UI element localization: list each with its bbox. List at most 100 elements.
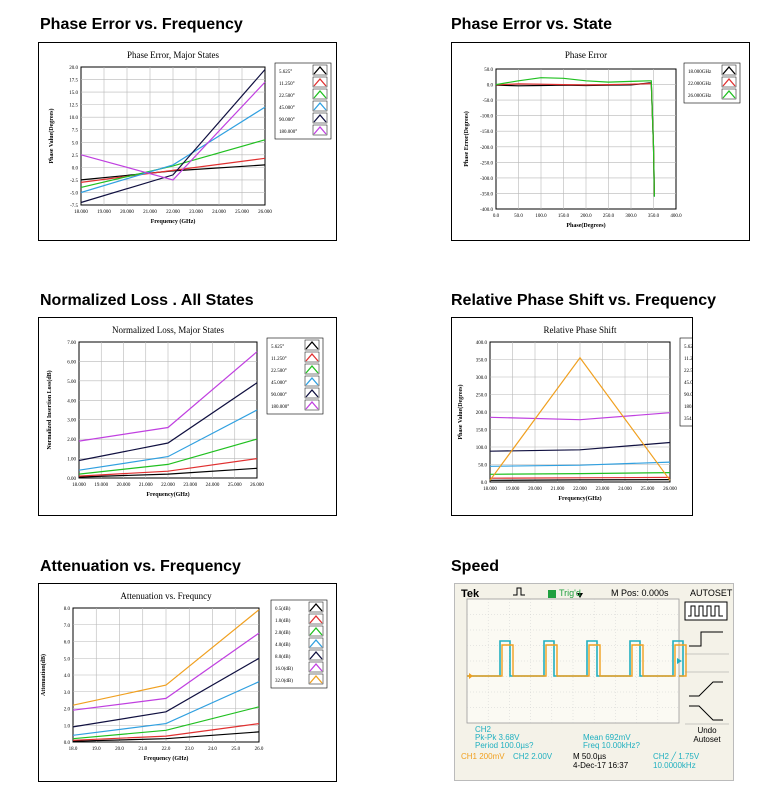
legend-swatch: [722, 90, 736, 99]
legend-label: 11.250°: [279, 82, 295, 87]
series-line: [489, 356, 671, 481]
chart-attenuation: Attenuation vs. Frequncy 18.0 19.0 20.0 21.0…: [40, 591, 328, 762]
legend-swatch: [309, 627, 323, 636]
heading-attenuation: Attenuation vs. Frequency: [40, 558, 241, 575]
y-tick-label: 3.0: [64, 691, 71, 696]
scope-ch2-scale: CH2 2.00V: [513, 752, 553, 761]
series-line: [489, 479, 671, 481]
y-tick-label: -350.0: [480, 192, 493, 197]
heading-normalized-loss: Normalized Loss . All States: [40, 292, 254, 309]
series-line: [78, 409, 258, 471]
scope-mean: Mean 692mV: [583, 733, 631, 742]
x-tick-label: 22.000: [573, 487, 587, 492]
y-tick-label: 200.0: [476, 411, 488, 416]
y-tick-label: 100.0: [476, 446, 488, 451]
legend-swatch-box: [312, 124, 328, 136]
series-line: [78, 351, 258, 442]
series-line: [495, 77, 655, 197]
legend-swatch-box: [304, 351, 320, 363]
x-tick-label: 300.0: [625, 214, 637, 219]
y-tick-label: 5.0: [72, 141, 79, 146]
x-tick-label: 24.0: [208, 747, 217, 752]
y-tick-label: 6.0: [64, 641, 71, 646]
legend-swatch-box: [308, 649, 324, 661]
x-axis-label: Phase(Degrees): [566, 222, 605, 229]
legend-label: 22.500°: [279, 94, 295, 99]
y-tick-label: 17.5: [69, 79, 78, 84]
y-axis-label: Phase Value(Degrees): [457, 384, 464, 439]
y-tick-label: 5.00: [67, 380, 76, 385]
y-tick-label: 7.00: [67, 341, 76, 346]
legend-swatch-box: [308, 625, 324, 637]
y-tick-label: 0.0: [481, 481, 488, 486]
y-tick-label: 0.00: [67, 477, 76, 482]
scope-period: Period 100.0µs?: [475, 741, 534, 750]
x-tick-label: 26.000: [663, 487, 677, 492]
legend-swatch: [313, 90, 327, 99]
x-axis-label: Frequency(GHz): [146, 491, 189, 498]
legend-swatch-box: [304, 399, 320, 411]
series-line: [72, 723, 260, 741]
x-tick-label: 18.000: [72, 483, 86, 488]
x-tick-label: 22.0: [162, 747, 171, 752]
legend-swatch-box: [308, 613, 324, 625]
y-tick-label: 1.00: [67, 458, 76, 463]
scope-autoset[interactable]: AUTOSET: [690, 588, 733, 598]
y-tick-label: -100.0: [480, 115, 493, 120]
x-tick-label: 25.0: [231, 747, 240, 752]
series-line: [80, 106, 266, 194]
x-tick-label: 21.000: [551, 487, 565, 492]
heading-phase-error-freq: Phase Error vs. Frequency: [40, 16, 243, 33]
legend-swatch-box: [308, 601, 324, 613]
scope-undo-autoset[interactable]: Undo Autoset: [687, 726, 727, 744]
y-tick-label: -300.0: [480, 177, 493, 182]
legend-swatch: [313, 126, 327, 135]
x-tick-label: 26.000: [258, 210, 272, 215]
y-tick-label: 50.0: [478, 464, 487, 469]
legend-label: 354.375°: [684, 417, 692, 422]
y-tick-label: -2.5: [70, 179, 78, 184]
chart-panel-phase-error-state: Phase Error 0.0 50.0 100.0 150.0 200.0 250.0 30…: [451, 42, 750, 241]
scope-trig-status: Trig'd: [559, 588, 581, 598]
legend-box: [679, 337, 692, 427]
chart-panel-normalized-loss: Normalized Loss, Major States 18.000 19.00…: [38, 317, 337, 516]
series-line: [72, 632, 260, 711]
x-tick-label: 400.0: [670, 214, 682, 219]
y-tick-label: 4.0: [64, 674, 71, 679]
legend-label: 180.000°: [684, 405, 692, 410]
y-tick-label: 8.0: [64, 607, 71, 612]
y-tick-label: 2.0: [64, 708, 71, 713]
y-tick-label: 0.0: [72, 166, 79, 171]
x-tick-label: 250.0: [603, 214, 615, 219]
x-tick-label: 24.000: [618, 487, 632, 492]
series-line: [72, 681, 260, 736]
series-line: [489, 441, 671, 452]
y-tick-label: 400.0: [476, 341, 488, 346]
legend-swatch-box: [308, 673, 324, 685]
y-tick-label: -250.0: [480, 161, 493, 166]
x-tick-label: 26.0: [255, 747, 264, 752]
series-line: [80, 69, 266, 204]
legend-swatch: [722, 66, 736, 75]
series-line: [72, 731, 260, 742]
y-tick-label: 350.0: [476, 359, 488, 364]
series-line: [72, 609, 260, 706]
legend-swatch: [313, 102, 327, 111]
legend-label: 45.000°: [279, 106, 295, 111]
x-tick-label: 18.000: [74, 210, 88, 215]
x-tick-label: 21.000: [139, 483, 153, 488]
series-line: [72, 657, 260, 728]
x-tick-label: 19.000: [506, 487, 520, 492]
legend-swatch-box: [721, 64, 737, 76]
scope-rising-ramp-icon: [689, 681, 723, 697]
y-tick-label: 50.0: [484, 68, 493, 73]
series-line: [489, 412, 671, 421]
chart-relative-phase: Relative Phase Shift 18.000 19.000 20.000 21…: [457, 325, 692, 502]
x-tick-label: 200.0: [580, 214, 592, 219]
legend-label: 16.0(dB): [275, 667, 293, 672]
series-line: [78, 458, 258, 477]
legend-label: 90.000°: [271, 393, 287, 398]
legend-swatch: [305, 353, 319, 362]
scope-pulse-icon: [513, 587, 525, 596]
heading-relative-phase: Relative Phase Shift vs. Frequency: [451, 292, 716, 309]
